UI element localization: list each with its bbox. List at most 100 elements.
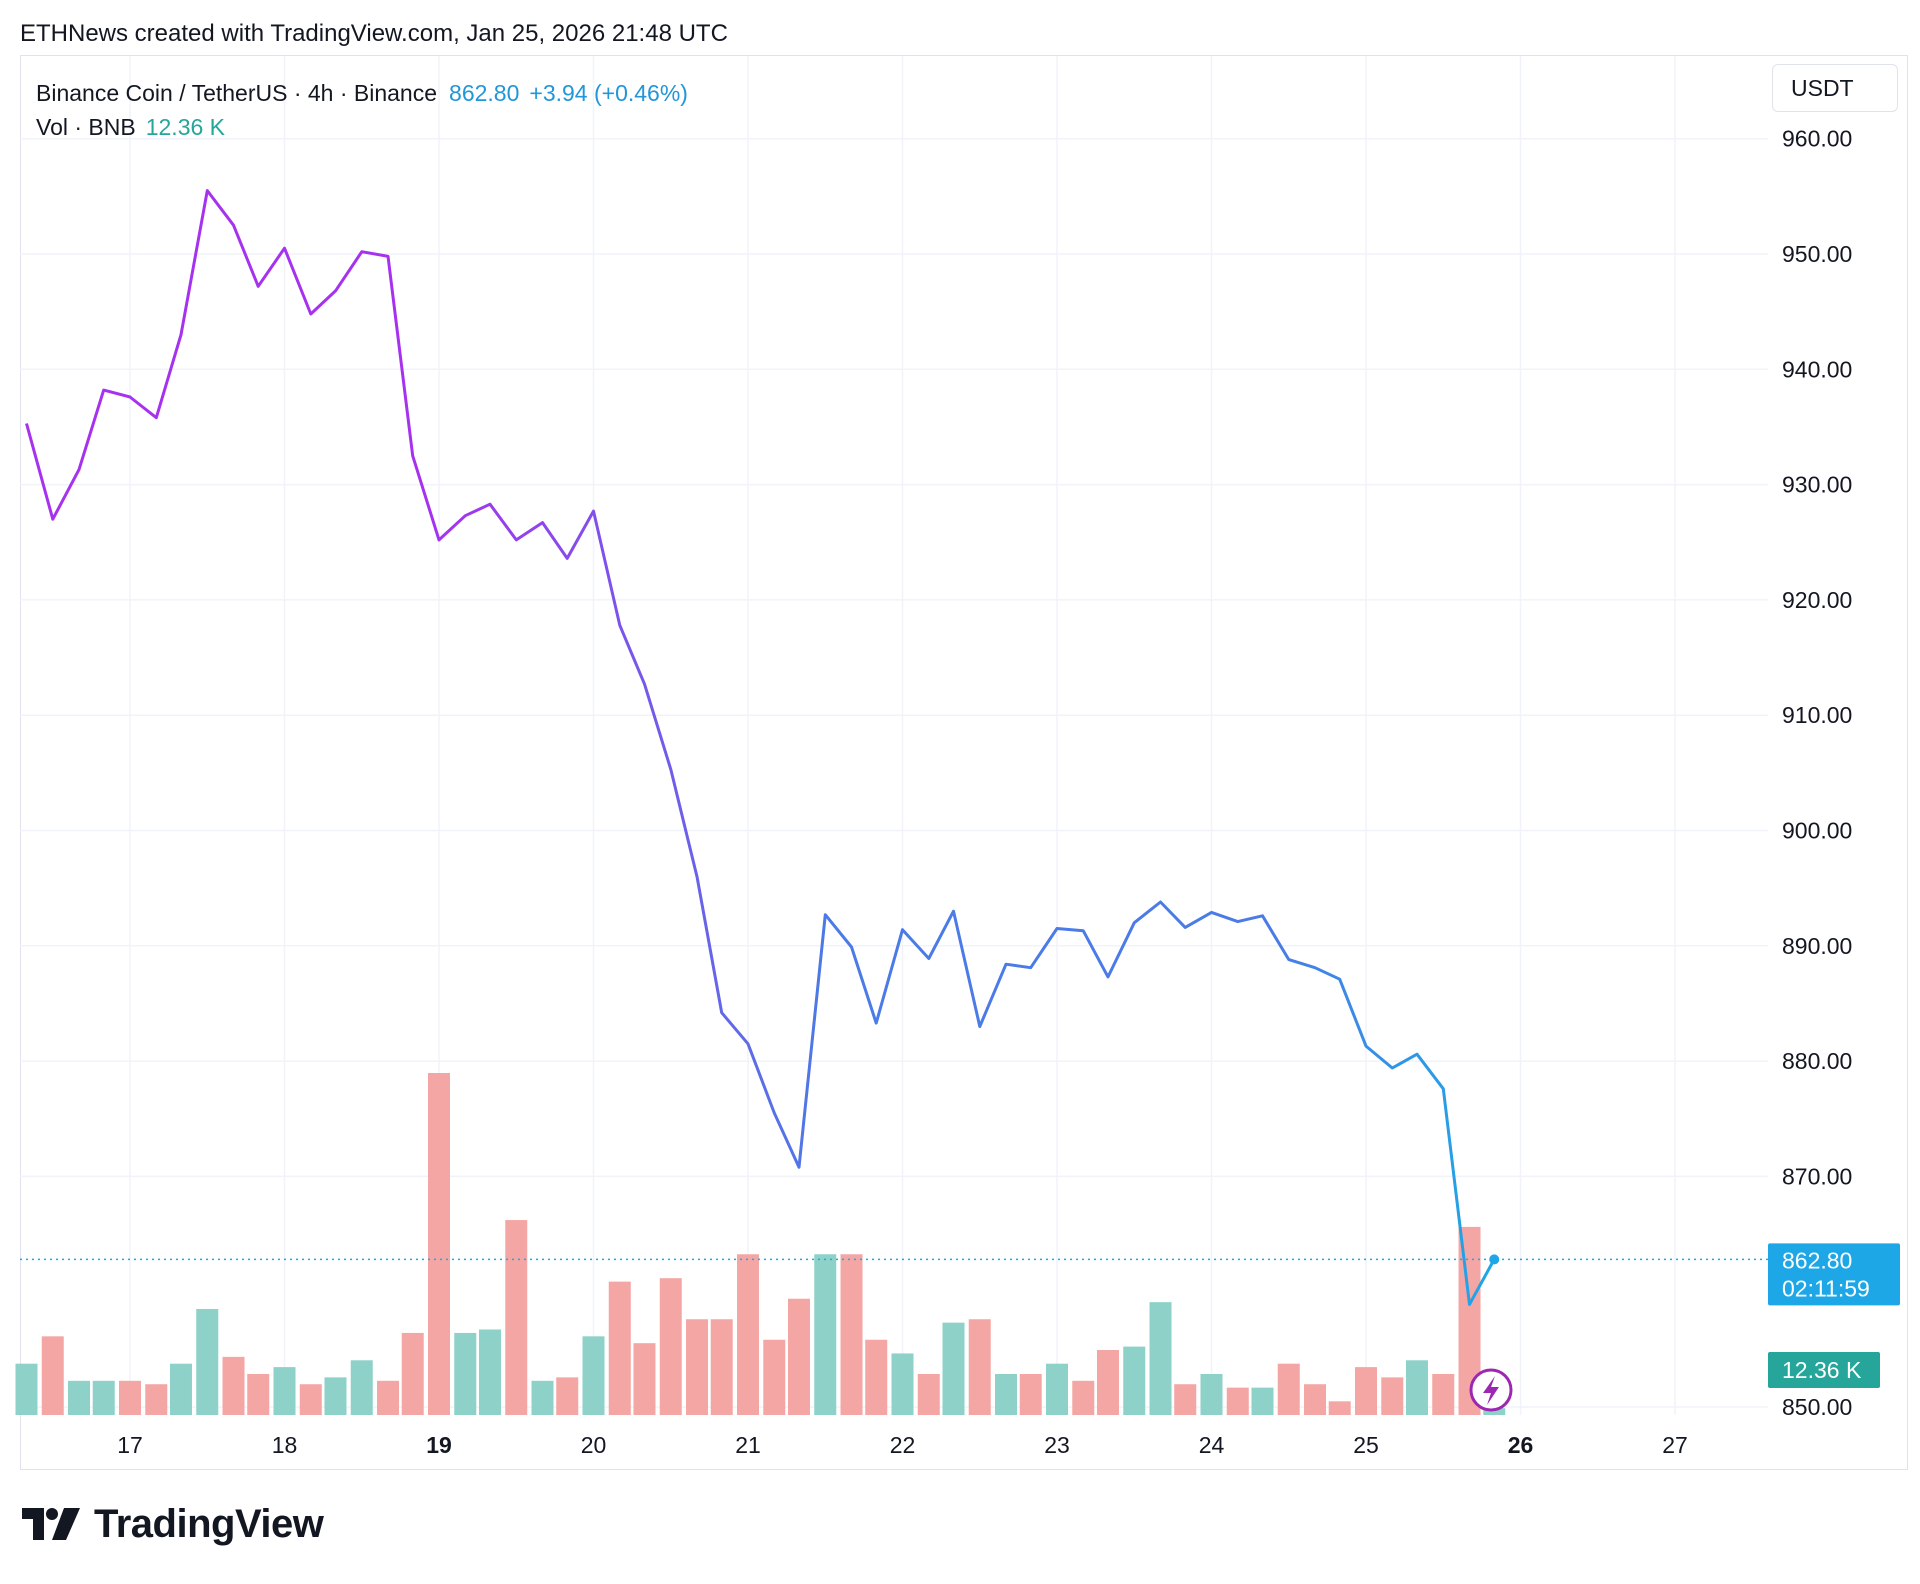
volume-bar-25 <box>659 1278 682 1415</box>
volume-bar-14 <box>377 1380 400 1415</box>
volume-bar-27 <box>710 1319 733 1415</box>
volume-bar-48 <box>1251 1387 1274 1415</box>
volume-tag: 12.36 K <box>1768 1352 1880 1388</box>
volume-bar-0 <box>15 1363 38 1415</box>
volume-bar-28 <box>737 1254 759 1415</box>
volume-bar-35 <box>917 1373 940 1415</box>
volume-bar-42 <box>1096 1350 1119 1415</box>
y-tick-label-0: 960.00 <box>1782 126 1852 152</box>
tradingview-logo-icon <box>22 1508 80 1540</box>
x-tick-label-9: 26 <box>1508 1432 1534 1458</box>
volume-bar-18 <box>478 1329 501 1415</box>
volume-bar-37 <box>968 1319 991 1415</box>
volume-bar-33 <box>865 1339 888 1415</box>
symbol-label[interactable]: Binance Coin / TetherUS · 4h · Binance <box>36 80 438 106</box>
volume-bar-57 <box>1483 1408 1506 1415</box>
volume-bar-17 <box>454 1332 477 1415</box>
x-tick-label-4: 21 <box>735 1432 761 1458</box>
x-tick-label-1: 18 <box>272 1432 298 1458</box>
grid-lines <box>20 56 1768 1415</box>
volume-bar-15 <box>401 1332 424 1415</box>
x-tick-label-2: 19 <box>426 1432 452 1458</box>
volume-bar-40 <box>1046 1363 1068 1415</box>
chart-legend: Binance Coin / TetherUS · 4h · Binance 86… <box>36 76 688 144</box>
volume-bar-2 <box>68 1380 91 1415</box>
volume-bar-7 <box>196 1308 219 1415</box>
y-tick-label-6: 900.00 <box>1782 818 1852 844</box>
volume-bar-20 <box>531 1380 554 1415</box>
y-tick-label-10: 850.00 <box>1782 1394 1852 1420</box>
volume-bar-8 <box>222 1356 245 1415</box>
volume-tag-bg <box>1768 1352 1880 1388</box>
volume-bar-52 <box>1355 1367 1377 1415</box>
volume-bar-56 <box>1458 1226 1481 1415</box>
volume-bar-43 <box>1123 1346 1146 1415</box>
volume-bar-41 <box>1072 1380 1095 1415</box>
volume-bar-23 <box>608 1281 631 1415</box>
volume-bar-24 <box>633 1343 656 1415</box>
y-tick-label-4: 920.00 <box>1782 587 1852 613</box>
volume-bar-44 <box>1149 1302 1172 1415</box>
volume-bar-26 <box>686 1319 709 1415</box>
volume-bar-50 <box>1304 1384 1327 1415</box>
volume-bar-30 <box>787 1298 810 1415</box>
y-tick-label-2: 940.00 <box>1782 356 1852 382</box>
volume-bar-4 <box>119 1380 141 1415</box>
volume-bar-11 <box>299 1384 322 1415</box>
price-tag-bg <box>1768 1243 1900 1306</box>
volume-bar-51 <box>1328 1401 1351 1415</box>
volume-bar-46 <box>1200 1373 1223 1415</box>
y-tick-label-3: 930.00 <box>1782 472 1852 498</box>
volume-bar-5 <box>145 1384 168 1415</box>
volume-bar-22 <box>582 1336 605 1415</box>
volume-bar-54 <box>1405 1360 1428 1415</box>
volume-value: 12.36 K <box>145 114 226 140</box>
y-tick-label-9: 870.00 <box>1782 1163 1852 1189</box>
y-tick-label-1: 950.00 <box>1782 241 1852 267</box>
legend-price: 862.80 <box>449 80 520 106</box>
volume-bar-9 <box>247 1373 270 1415</box>
x-tick-label-3: 20 <box>581 1432 607 1458</box>
legend-symbol-row: Binance Coin / TetherUS · 4h · Binance 86… <box>36 76 688 110</box>
x-tick-label-8: 25 <box>1353 1432 1379 1458</box>
price-series-line <box>25 189 1496 1306</box>
volume-bar-6 <box>169 1363 192 1415</box>
volume-bar-10 <box>273 1367 296 1415</box>
volume-bar-3 <box>92 1380 115 1415</box>
legend-change: +3.94 (+0.46%) <box>529 80 688 106</box>
y-tick-label-8: 880.00 <box>1782 1048 1852 1074</box>
x-tick-label-0: 17 <box>117 1432 143 1458</box>
volume-bar-12 <box>324 1377 347 1415</box>
volume-bar-47 <box>1226 1387 1249 1415</box>
last-price-dot <box>1489 1254 1500 1265</box>
volume-bar-32 <box>840 1254 863 1415</box>
volume-bar-49 <box>1277 1363 1300 1415</box>
chart-attribution: ETHNews created with TradingView.com, Ja… <box>20 20 728 47</box>
volume-bar-1 <box>41 1336 64 1415</box>
price-line <box>25 189 1500 1306</box>
x-tick-label-7: 24 <box>1199 1432 1225 1458</box>
volume-label[interactable]: Vol · BNB <box>36 114 136 140</box>
volume-bar-31 <box>814 1254 837 1415</box>
price-tag-countdown: 02:11:59 <box>1782 1275 1870 1301</box>
volume-bar-53 <box>1381 1377 1404 1415</box>
tradingview-wordmark: TradingView <box>94 1501 324 1546</box>
volume-bar-29 <box>763 1339 786 1415</box>
x-tick-label-6: 23 <box>1044 1432 1070 1458</box>
volume-bar-55 <box>1432 1373 1455 1415</box>
volume-bar-13 <box>350 1360 373 1415</box>
lightning-icon[interactable] <box>1469 1368 1513 1412</box>
volume-bar-38 <box>995 1373 1018 1415</box>
volume-bars <box>15 1073 1506 1415</box>
volume-bar-36 <box>942 1322 965 1415</box>
x-tick-label-10: 27 <box>1662 1432 1688 1458</box>
volume-bar-45 <box>1174 1384 1197 1415</box>
time-axis: 17 18 19 20 21 22 23 24 25 26 27 <box>117 1432 1688 1458</box>
currency-button[interactable]: USDT <box>1772 64 1898 112</box>
volume-bar-34 <box>891 1353 914 1415</box>
volume-bar-19 <box>505 1220 528 1415</box>
chart-frame <box>20 55 1908 1470</box>
